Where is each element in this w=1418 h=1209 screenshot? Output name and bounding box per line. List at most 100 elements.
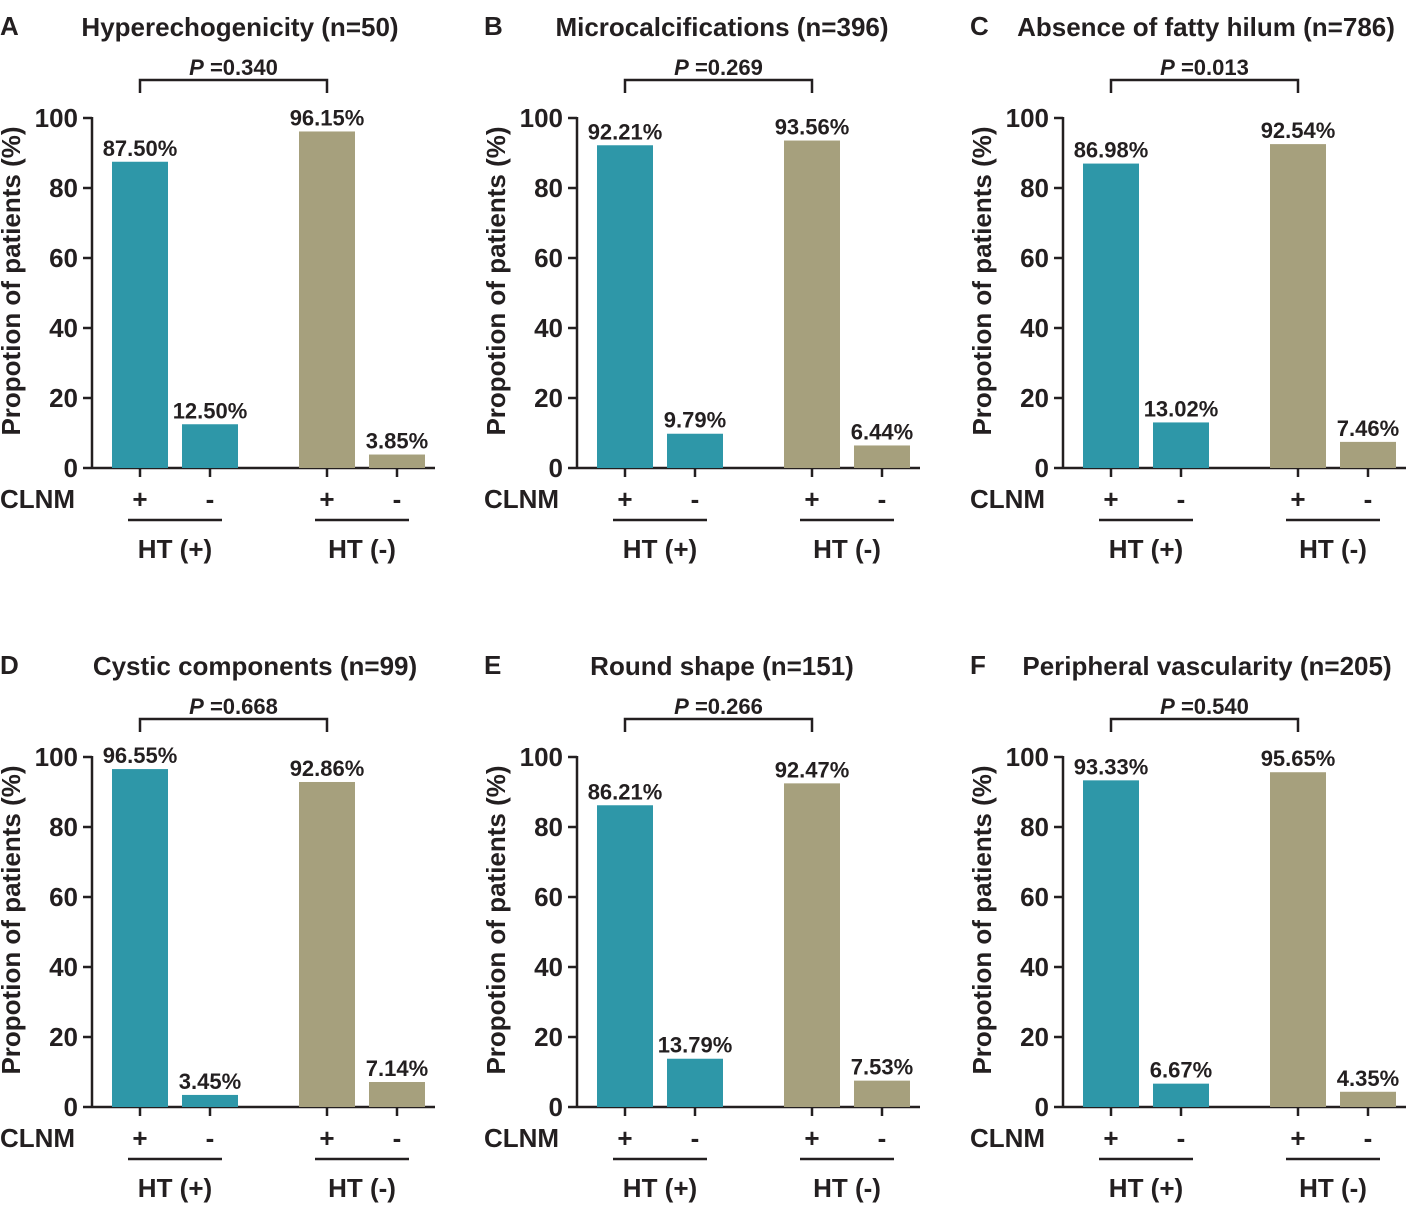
y-tick-label: 80 xyxy=(534,812,563,842)
y-tick-label: 40 xyxy=(49,952,78,982)
bar-value-label: 7.53% xyxy=(851,1055,913,1080)
y-tick-label: 40 xyxy=(534,952,563,982)
group-label: HT (+) xyxy=(623,534,697,564)
group-label: HT (-) xyxy=(328,1173,396,1203)
y-tick-label: 100 xyxy=(1006,742,1049,772)
chart-title: Hyperechogenicity (n=50) xyxy=(81,12,398,42)
clnm-sign: - xyxy=(878,1123,887,1153)
clnm-sign: + xyxy=(617,484,632,514)
panel-f: F Peripheral vascularity (n=205) Propotion… xyxy=(967,650,1406,1203)
group-label: HT (+) xyxy=(138,1173,212,1203)
y-tick-label: 80 xyxy=(49,812,78,842)
bar xyxy=(784,783,840,1107)
p-symbol: P xyxy=(189,55,204,80)
panel-letter: F xyxy=(970,650,986,680)
clnm-sign: + xyxy=(132,1123,147,1153)
significance-bracket xyxy=(138,78,329,93)
clnm-sign: + xyxy=(617,1123,632,1153)
clnm-sign: - xyxy=(393,1123,402,1153)
bar-value-label: 13.79% xyxy=(658,1033,733,1058)
bar xyxy=(1270,772,1326,1107)
chart-title: Absence of fatty hilum (n=786) xyxy=(1017,12,1395,42)
p-value: =0.266 xyxy=(689,694,763,719)
clnm-sign: - xyxy=(1177,484,1186,514)
y-tick-label: 20 xyxy=(534,383,563,413)
p-value-label: P =0.340 xyxy=(189,55,278,80)
bar-value-label: 93.33% xyxy=(1074,754,1149,779)
chart-title: Round shape (n=151) xyxy=(590,651,854,681)
clnm-sign: + xyxy=(804,1123,819,1153)
y-tick-label: 40 xyxy=(49,313,78,343)
panel-c: C Absence of fatty hilum (n=786) Propotion… xyxy=(967,11,1406,564)
bar xyxy=(1153,1083,1209,1107)
y-axis-label: Propotion of patients (%) xyxy=(481,126,511,435)
bar-value-label: 3.85% xyxy=(366,429,428,454)
clnm-sign: - xyxy=(1364,484,1373,514)
bar-value-label: 7.14% xyxy=(366,1056,428,1081)
y-tick-label: 40 xyxy=(534,313,563,343)
panel-a: A Hyperechogenicity (n=50) Propotion of pa… xyxy=(0,11,435,564)
y-tick-label: 20 xyxy=(49,1022,78,1052)
bar xyxy=(369,1082,425,1107)
clnm-sign: - xyxy=(206,484,215,514)
y-tick-label: 80 xyxy=(534,173,563,203)
bar xyxy=(854,1080,910,1107)
y-tick-label: 100 xyxy=(35,103,78,133)
y-tick-label: 60 xyxy=(534,243,563,273)
p-value: =0.269 xyxy=(689,55,763,80)
panel-e: E Round shape (n=151) Propotion of patient… xyxy=(481,650,920,1203)
group-label: HT (+) xyxy=(1109,534,1183,564)
clnm-sign: + xyxy=(1103,484,1118,514)
bar-value-label: 95.65% xyxy=(1261,746,1336,771)
chart-title: Microcalcifications (n=396) xyxy=(555,12,888,42)
y-tick-label: 60 xyxy=(534,882,563,912)
y-tick-label: 100 xyxy=(520,742,563,772)
panel-b: B Microcalcifications (n=396) Propotion of… xyxy=(481,11,920,564)
clnm-sign: + xyxy=(319,1123,334,1153)
y-axis-label: Propotion of patients (%) xyxy=(0,126,26,435)
y-tick-label: 0 xyxy=(64,453,78,483)
clnm-sign: - xyxy=(393,484,402,514)
clnm-sign: + xyxy=(1103,1123,1118,1153)
bar xyxy=(299,781,355,1107)
y-axis-label: Propotion of patients (%) xyxy=(0,765,26,1074)
clnm-row-label: CLNM xyxy=(0,484,75,514)
bar-value-label: 92.47% xyxy=(775,757,850,782)
clnm-sign: + xyxy=(132,484,147,514)
chart-title: Peripheral vascularity (n=205) xyxy=(1022,651,1391,681)
y-tick-label: 0 xyxy=(1035,453,1049,483)
bar-value-label: 87.50% xyxy=(103,136,178,161)
p-symbol: P xyxy=(674,55,689,80)
clnm-sign: + xyxy=(1290,1123,1305,1153)
group-label: HT (-) xyxy=(1299,1173,1367,1203)
clnm-sign: - xyxy=(691,484,700,514)
bar xyxy=(854,445,910,468)
bar xyxy=(369,454,425,468)
y-tick-label: 80 xyxy=(1020,173,1049,203)
y-tick-label: 20 xyxy=(1020,1022,1049,1052)
chart-title: Cystic components (n=99) xyxy=(93,651,417,681)
y-axis-label: Propotion of patients (%) xyxy=(967,126,997,435)
y-tick-label: 100 xyxy=(520,103,563,133)
bar-value-label: 86.98% xyxy=(1074,138,1149,163)
y-tick-label: 100 xyxy=(35,742,78,772)
bar-value-label: 12.50% xyxy=(173,398,248,423)
bar xyxy=(182,424,238,468)
y-tick-label: 60 xyxy=(1020,243,1049,273)
clnm-row-label: CLNM xyxy=(970,484,1045,514)
y-tick-label: 20 xyxy=(534,1022,563,1052)
significance-bracket xyxy=(138,717,329,732)
clnm-sign: - xyxy=(1177,1123,1186,1153)
p-value: =0.668 xyxy=(204,694,278,719)
clnm-sign: + xyxy=(1290,484,1305,514)
bar xyxy=(299,131,355,468)
bar xyxy=(1340,1091,1396,1107)
y-tick-label: 0 xyxy=(549,1092,563,1122)
bar-value-label: 6.67% xyxy=(1150,1058,1212,1083)
p-value-label: P =0.266 xyxy=(674,694,763,719)
y-axis-label: Propotion of patients (%) xyxy=(481,765,511,1074)
bar xyxy=(182,1094,238,1107)
group-label: HT (-) xyxy=(328,534,396,564)
